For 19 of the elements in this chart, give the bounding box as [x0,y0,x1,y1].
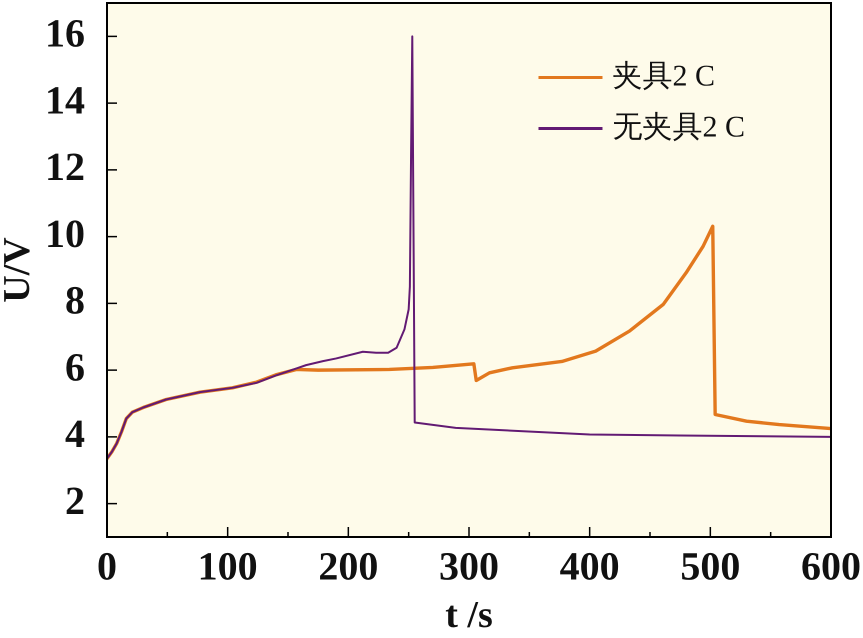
y-tick-label: 4 [65,411,85,456]
legend-label: 无夹具2 C [612,110,746,144]
x-tick-label: 400 [560,543,620,588]
x-tick-label: 100 [198,543,258,588]
x-axis-title: t /s [445,594,493,636]
y-tick-label: 2 [65,478,85,523]
x-tick-label: 600 [801,543,861,588]
y-tick-label: 10 [45,210,85,256]
y-tick-label: 6 [65,344,85,390]
y-axis-title: U/V [0,236,38,303]
x-tick-label: 500 [680,543,740,588]
y-tick-label: 12 [45,144,85,190]
y-tick-label: 14 [45,77,85,122]
y-tick-label: 16 [45,10,85,56]
x-tick-label: 0 [97,543,117,588]
x-tick-label: 300 [439,543,499,588]
legend-label: 夹具2 C [612,59,716,92]
x-tick-label: 200 [318,543,378,588]
y-tick-label: 8 [65,278,85,323]
